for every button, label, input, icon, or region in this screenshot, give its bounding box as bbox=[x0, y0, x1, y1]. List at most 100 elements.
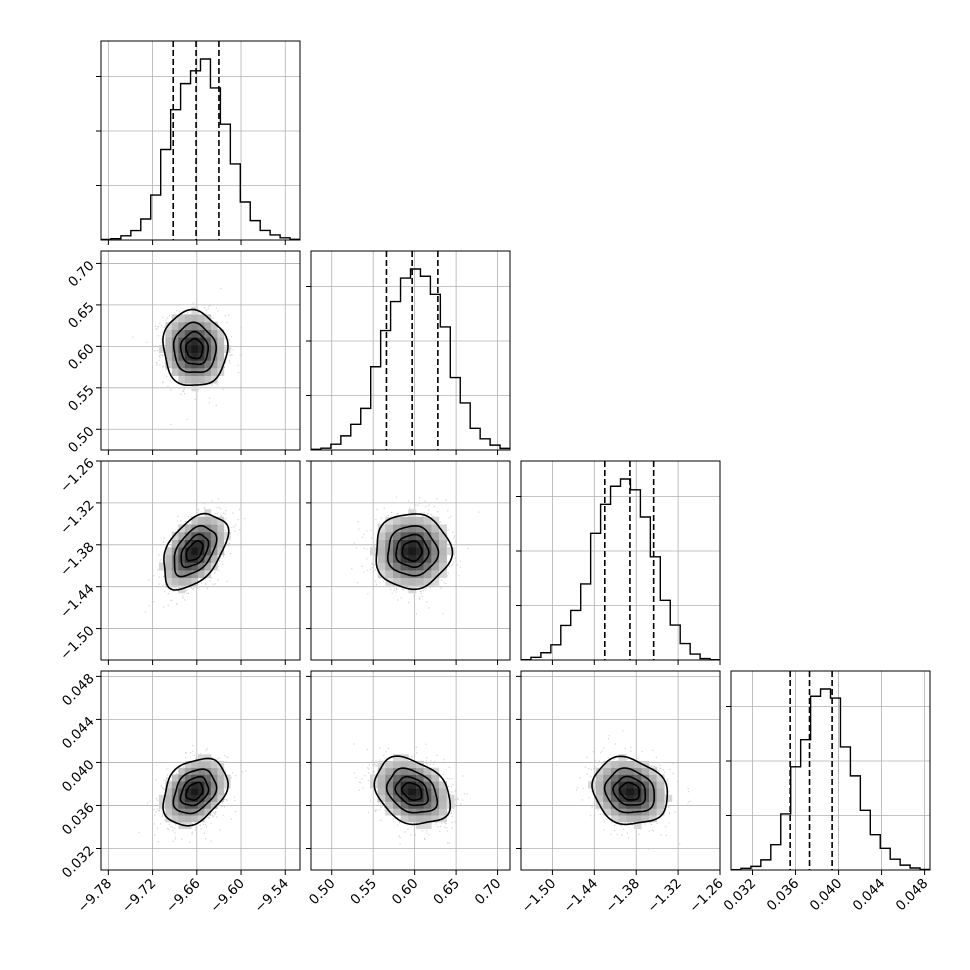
density-cell bbox=[197, 345, 205, 353]
density-cell bbox=[178, 314, 186, 323]
density-cell bbox=[423, 554, 432, 563]
density-cell bbox=[204, 547, 212, 556]
density-cell bbox=[393, 524, 401, 533]
density-cell bbox=[197, 532, 205, 540]
density-cell bbox=[400, 815, 409, 823]
density-cell bbox=[618, 788, 627, 796]
density-cell bbox=[210, 781, 218, 789]
density-cell bbox=[393, 794, 401, 802]
density-cell bbox=[431, 794, 440, 802]
density-cell bbox=[184, 760, 192, 769]
density-cell bbox=[385, 760, 394, 769]
density-cell bbox=[191, 375, 199, 384]
density-cell bbox=[415, 781, 424, 789]
density-cell bbox=[431, 577, 440, 586]
density-cell bbox=[184, 314, 192, 323]
y-tick-label: −1.32 bbox=[57, 497, 98, 538]
density-cell bbox=[171, 808, 179, 816]
scatter-panel-0-1: 0.50 0.55 0.60 0.65 0.70 bbox=[65, 250, 301, 456]
density-cell bbox=[423, 788, 432, 796]
density-cell bbox=[165, 352, 173, 361]
density-cell bbox=[603, 801, 612, 809]
density-cell bbox=[184, 329, 192, 338]
density-cell bbox=[377, 767, 386, 775]
density-cell bbox=[204, 329, 212, 338]
density-cell bbox=[393, 539, 401, 548]
density-cell bbox=[438, 554, 447, 563]
axes-frame bbox=[310, 460, 511, 661]
contour-line bbox=[185, 337, 204, 360]
density-cell bbox=[400, 801, 409, 809]
density-cell bbox=[400, 554, 409, 563]
density-cell bbox=[385, 524, 394, 533]
y-tick-label: 0.032 bbox=[59, 843, 98, 882]
density-cell bbox=[438, 539, 447, 548]
density-cell bbox=[385, 570, 394, 579]
density-cell bbox=[210, 524, 218, 533]
histogram-step bbox=[101, 58, 300, 241]
density-cell bbox=[400, 532, 409, 540]
contour-line bbox=[172, 321, 218, 373]
density-cell bbox=[431, 815, 440, 823]
density-cell bbox=[210, 516, 218, 525]
density-cell bbox=[171, 329, 179, 338]
density-cell bbox=[423, 821, 432, 830]
density-cell bbox=[165, 570, 173, 579]
density-cell bbox=[431, 562, 440, 571]
density-cell bbox=[171, 539, 179, 548]
density-cell bbox=[385, 781, 394, 789]
density-cell bbox=[210, 774, 218, 782]
contour-line bbox=[400, 781, 423, 802]
density-cell bbox=[656, 781, 665, 789]
density-cell bbox=[210, 329, 218, 338]
density-cell bbox=[408, 547, 417, 556]
density-cell bbox=[204, 801, 212, 809]
density-cell bbox=[184, 815, 192, 823]
axes-frame bbox=[520, 670, 721, 871]
density-cell bbox=[184, 524, 192, 533]
x-tick-label: −1.32 bbox=[644, 876, 685, 917]
density-cell bbox=[603, 788, 612, 796]
density-cell bbox=[197, 516, 205, 525]
contour-line bbox=[173, 524, 218, 578]
y-tick-label: −1.50 bbox=[57, 623, 98, 664]
x-tick-label: 0.55 bbox=[347, 876, 380, 909]
contour-line bbox=[185, 540, 204, 562]
density-cell bbox=[191, 570, 199, 579]
density-cell bbox=[171, 794, 179, 802]
density-cell bbox=[626, 767, 635, 775]
density-cell bbox=[165, 781, 173, 789]
density-cell bbox=[217, 345, 225, 353]
density-cell bbox=[158, 345, 166, 353]
density-cell bbox=[191, 352, 199, 361]
scatter-panel-0-2: −1.50−1.44−1.38−1.32−1.26 bbox=[57, 455, 301, 665]
contour-line bbox=[179, 775, 210, 807]
density-cell bbox=[633, 788, 642, 796]
density-cell bbox=[648, 774, 657, 782]
density-cell bbox=[415, 554, 424, 563]
density-cell bbox=[171, 815, 179, 823]
density-cell bbox=[197, 329, 205, 338]
density-cell bbox=[377, 532, 386, 540]
density-cell bbox=[415, 767, 424, 775]
density-cell bbox=[178, 360, 186, 369]
density-cell bbox=[656, 788, 665, 796]
density-cell bbox=[217, 532, 225, 540]
density-cell bbox=[217, 360, 225, 369]
density-cell bbox=[656, 794, 665, 802]
density-cell bbox=[197, 554, 205, 563]
density-cell bbox=[197, 794, 205, 802]
histogram-step bbox=[521, 478, 720, 661]
density-cell bbox=[595, 767, 604, 775]
density-cell bbox=[217, 352, 225, 361]
contour-line bbox=[180, 533, 210, 569]
x-tick-label: 0.040 bbox=[807, 876, 846, 915]
density-cell bbox=[204, 539, 212, 548]
density-cell bbox=[641, 760, 650, 769]
histogram-panel-0 bbox=[96, 40, 301, 245]
density-cell bbox=[408, 554, 417, 563]
x-tick-label: 0.036 bbox=[764, 876, 803, 915]
density-cell bbox=[415, 524, 424, 533]
density-cell bbox=[626, 794, 635, 802]
density-cell bbox=[370, 547, 378, 556]
